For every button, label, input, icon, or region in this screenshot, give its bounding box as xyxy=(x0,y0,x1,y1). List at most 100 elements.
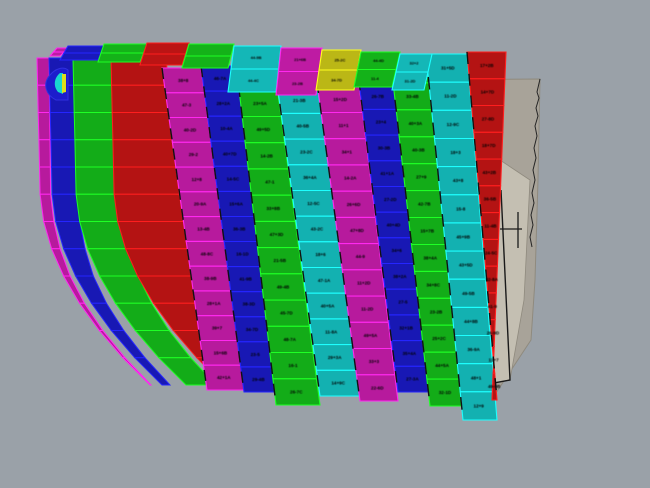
svg-text:29+3A: 29+3A xyxy=(328,355,342,360)
svg-text:33+3: 33+3 xyxy=(369,359,380,364)
svg-text:34-7D: 34-7D xyxy=(246,327,259,332)
svg-text:29-4B: 29-4B xyxy=(252,377,265,382)
svg-text:33+8B: 33+8B xyxy=(266,206,280,211)
svg-text:12-5C: 12-5C xyxy=(307,201,320,206)
svg-text:38-9B: 38-9B xyxy=(204,276,217,281)
svg-text:48+1: 48+1 xyxy=(471,375,482,380)
svg-text:40-3B: 40-3B xyxy=(412,148,425,153)
svg-text:47-3: 47-3 xyxy=(182,103,192,108)
svg-text:49-4B: 49-4B xyxy=(277,285,290,290)
svg-text:41-9B: 41-9B xyxy=(239,277,252,282)
svg-text:48-8C: 48-8C xyxy=(201,251,214,256)
svg-text:21-5B: 21-5B xyxy=(274,258,287,263)
svg-text:14+7D: 14+7D xyxy=(481,90,495,95)
svg-text:23-5: 23-5 xyxy=(251,352,261,357)
svg-text:44+8B: 44+8B xyxy=(464,319,478,324)
svg-text:27-5: 27-5 xyxy=(398,300,408,305)
svg-text:32+1B: 32+1B xyxy=(399,325,413,330)
svg-text:12+8: 12+8 xyxy=(192,177,203,182)
svg-text:16-1D: 16-1D xyxy=(236,252,249,257)
svg-text:18+6: 18+6 xyxy=(315,252,326,257)
svg-text:17+2B: 17+2B xyxy=(480,63,494,68)
svg-text:47-1: 47-1 xyxy=(265,180,275,185)
svg-text:40-5B: 40-5B xyxy=(297,124,310,129)
svg-text:47+8D: 47+8D xyxy=(350,228,364,233)
svg-text:40+5A: 40+5A xyxy=(321,304,335,309)
svg-text:27+9: 27+9 xyxy=(416,175,427,180)
svg-text:22-6D: 22-6D xyxy=(371,385,384,390)
svg-text:18+7D: 18+7D xyxy=(482,143,496,148)
svg-text:44-4C: 44-4C xyxy=(248,78,259,83)
svg-text:25+2C: 25+2C xyxy=(432,336,446,341)
svg-text:26-7B: 26-7B xyxy=(371,94,384,99)
svg-text:32+2: 32+2 xyxy=(409,61,419,66)
svg-text:48-7A: 48-7A xyxy=(283,337,296,342)
svg-text:26+6D: 26+6D xyxy=(347,202,361,207)
svg-text:49+5D: 49+5D xyxy=(256,127,270,132)
svg-text:20-9A: 20-9A xyxy=(194,202,207,207)
svg-text:14-2B: 14-2B xyxy=(260,153,273,158)
svg-text:29-2: 29-2 xyxy=(189,152,199,157)
svg-text:47+3D: 47+3D xyxy=(270,232,284,237)
svg-text:45+9B: 45+9B xyxy=(456,235,470,240)
svg-text:40+4D: 40+4D xyxy=(387,223,401,228)
svg-text:36-9A: 36-9A xyxy=(467,347,480,352)
svg-text:23-2B: 23-2B xyxy=(430,309,443,314)
svg-text:15+2D: 15+2D xyxy=(333,97,347,102)
svg-text:34+1: 34+1 xyxy=(342,149,353,154)
svg-text:43-2C: 43-2C xyxy=(311,227,324,232)
svg-text:21-3B: 21-3B xyxy=(293,98,306,103)
svg-text:24-5C: 24-5C xyxy=(485,250,498,255)
svg-text:11-8A: 11-8A xyxy=(325,329,338,334)
svg-text:15+7B: 15+7B xyxy=(420,229,434,234)
svg-text:30-3B: 30-3B xyxy=(378,145,391,150)
svg-text:45-7D: 45-7D xyxy=(280,311,293,316)
svg-text:25-2C: 25-2C xyxy=(334,58,345,63)
svg-text:35+4A: 35+4A xyxy=(402,351,416,356)
svg-text:38-3D: 38-3D xyxy=(243,302,256,307)
svg-text:28+2A: 28+2A xyxy=(216,101,230,106)
svg-text:11-4: 11-4 xyxy=(371,76,380,81)
svg-text:34-7D: 34-7D xyxy=(331,78,342,83)
svg-text:49+5A: 49+5A xyxy=(364,333,378,338)
svg-text:12+9: 12+9 xyxy=(474,403,485,408)
svg-text:44-9B: 44-9B xyxy=(251,55,262,60)
svg-text:36-3B: 36-3B xyxy=(233,227,246,232)
svg-text:11-2D: 11-2D xyxy=(444,94,457,99)
svg-text:27-8D: 27-8D xyxy=(482,116,495,121)
svg-text:36-5B: 36-5B xyxy=(484,197,497,202)
svg-text:41-9: 41-9 xyxy=(488,304,498,309)
svg-text:31+5D: 31+5D xyxy=(441,66,455,71)
svg-text:49-5B: 49-5B xyxy=(462,291,475,296)
svg-text:40-2D: 40-2D xyxy=(184,127,197,132)
svg-text:38+2A: 38+2A xyxy=(393,274,407,279)
svg-text:23+5A: 23+5A xyxy=(253,101,267,106)
svg-text:11-2D: 11-2D xyxy=(361,307,374,312)
svg-text:32-1D: 32-1D xyxy=(439,390,452,395)
svg-text:26-7C: 26-7C xyxy=(290,389,303,394)
svg-text:26-9D: 26-9D xyxy=(487,331,500,336)
svg-text:44-9: 44-9 xyxy=(356,254,366,259)
svg-text:14-5C: 14-5C xyxy=(227,176,240,181)
svg-text:33-4B: 33-4B xyxy=(406,94,419,99)
svg-text:38+8: 38+8 xyxy=(178,78,189,83)
svg-text:49-9B: 49-9B xyxy=(488,384,501,389)
svg-text:12-9C: 12-9C xyxy=(447,122,460,127)
svg-text:44+5A: 44+5A xyxy=(435,363,449,368)
svg-text:21+6B: 21+6B xyxy=(294,57,306,62)
svg-text:11+2D: 11+2D xyxy=(357,281,371,286)
svg-text:40+7D: 40+7D xyxy=(223,151,237,156)
svg-text:47-1A: 47-1A xyxy=(318,278,331,283)
svg-text:15+6B: 15+6B xyxy=(214,350,228,355)
svg-text:31-2D: 31-2D xyxy=(405,79,416,84)
svg-text:15+6A: 15+6A xyxy=(229,201,243,206)
svg-text:46-7A: 46-7A xyxy=(214,76,227,81)
svg-text:16-1: 16-1 xyxy=(288,363,298,368)
svg-text:10-4A: 10-4A xyxy=(220,126,233,131)
svg-text:23-2C: 23-2C xyxy=(300,149,313,154)
svg-text:34+6: 34+6 xyxy=(392,248,403,253)
svg-text:13-4B: 13-4B xyxy=(197,227,210,232)
svg-text:28+1A: 28+1A xyxy=(207,301,221,306)
svg-text:43+2B: 43+2B xyxy=(482,170,496,175)
svg-text:23-2B: 23-2B xyxy=(292,81,303,86)
